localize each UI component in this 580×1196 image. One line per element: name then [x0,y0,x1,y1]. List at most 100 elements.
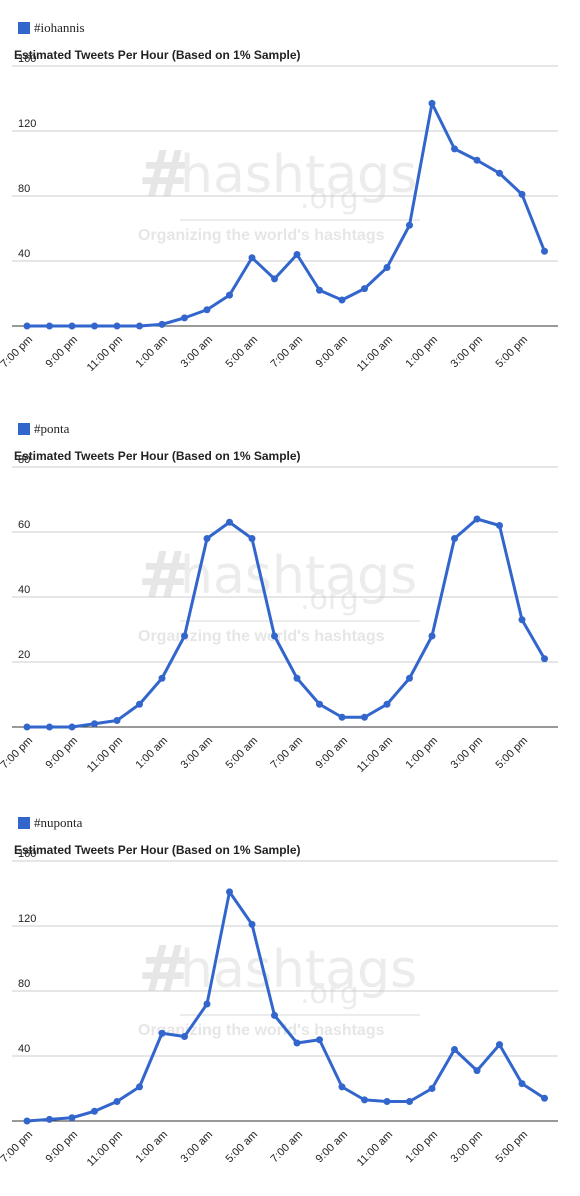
data-point [316,1036,323,1044]
data-point [428,99,436,107]
legend-label: #ponta [34,421,70,436]
data-point [316,700,323,708]
data-point [46,322,53,330]
data-point [338,296,346,304]
data-point [473,1067,481,1075]
data-point [338,1083,346,1091]
x-tick-label: 3:00 pm [449,334,486,371]
watermark-hash: # [138,539,192,613]
data-point [496,169,503,177]
chart-svg: #hashtags.org Organizing the world's hash… [0,53,558,374]
legend-label: #iohannis [34,20,85,35]
data-point [541,655,548,663]
data-point [46,723,53,731]
data-point [383,264,391,271]
data-point [91,720,98,728]
watermark-tagline: Organizing the world's hashtags [138,1022,385,1039]
data-point [293,251,301,258]
x-tick-label: 9:00 am [314,1129,351,1166]
watermark-org: .org [300,976,359,1011]
data-point [248,920,256,928]
legend-swatch [18,423,30,435]
data-point [203,1000,211,1008]
data-point [23,1117,31,1125]
data-point [68,1114,76,1122]
data-point [361,713,368,721]
legend-swatch [18,22,30,34]
data-point [91,1107,98,1115]
x-tick-label: 11:00 am [355,334,395,374]
data-point [338,713,346,721]
data-point [158,320,166,328]
x-tick-label: 11:00 pm [85,334,125,374]
series-line [27,101,546,328]
watermark-org: .org [300,582,359,617]
x-tick-label: 3:00 am [179,1129,216,1166]
data-point [361,1096,368,1104]
data-point [428,632,436,640]
data-point [406,221,413,229]
data-point [406,674,413,682]
chart-title: Estimated Tweets Per Hour (Based on 1% S… [14,48,301,62]
chart-panel-iohannis: # hashtags .org Organizing the world's hash… [0,0,580,395]
y-tick-label: 80 [18,454,30,466]
y-tick-label: 160 [18,53,36,65]
series-line [26,890,546,1123]
watermark-tagline: Organizing the world's hashtags [138,227,385,244]
y-tick-label: 40 [18,1043,30,1055]
data-point [248,535,256,542]
y-tick-label: 80 [18,183,30,195]
data-point [271,632,278,640]
chart-title: Estimated Tweets Per Hour (Based on 1% S… [14,449,301,463]
watermark: #hashtags.org Organizing the world's hash… [138,539,420,645]
data-point [518,1080,526,1088]
data-point [113,322,121,330]
data-point [518,190,526,198]
data-point [541,1094,548,1102]
x-tick-label: 5:00 am [224,334,261,371]
x-tick-label: 3:00 am [179,334,216,371]
data-point [248,254,256,262]
x-tick-label: 11:00 am [355,735,395,775]
x-tick-label: 5:00 pm [494,334,531,371]
x-tick-label: 3:00 pm [449,1129,486,1166]
data-point [271,275,278,283]
data-point [473,156,481,164]
y-tick-label: 120 [18,913,36,925]
x-tick-label: 7:00 am [269,334,306,371]
legend-label: #nuponta [34,815,83,830]
x-tick-label: 1:00 pm [404,735,441,772]
y-tick-label: 20 [18,649,30,661]
x-tick-label: 11:00 pm [85,735,125,775]
y-tick-label: 40 [18,248,30,260]
x-tick-label: 5:00 pm [494,1129,531,1166]
y-tick-label: 60 [18,519,30,531]
data-point [203,306,211,314]
x-tick-label: 1:00 am [134,334,171,371]
chart-svg: #hashtags.org Organizing the world's hash… [0,454,558,775]
x-tick-label: 9:00 pm [44,334,81,371]
data-point [518,616,526,624]
x-tick-label: 1:00 pm [404,1129,441,1166]
chart-svg: #hashtags.org Organizing the world's hash… [0,848,558,1169]
data-point [181,1033,188,1040]
data-point [451,1046,458,1053]
watermark-brand: hashtags [180,546,417,606]
data-point [158,1029,166,1037]
data-point [226,291,233,299]
data-point [451,145,458,153]
x-tick-label: 7:00 pm [0,334,35,371]
watermark: #hashtags.org Organizing the world's hash… [138,138,420,244]
data-point [496,522,503,529]
data-point [316,286,323,294]
watermark-brand: hashtags [180,940,417,1000]
data-point [136,1083,143,1091]
x-tick-label: 9:00 pm [44,735,81,772]
data-point [181,314,188,322]
watermark-hash: # [138,933,192,1007]
x-tick-label: 11:00 pm [85,1129,125,1169]
data-point [473,515,481,523]
chart-panel-ponta: # hashtags .org Organizing the world's hash… [0,401,580,796]
data-point [271,1011,278,1019]
legend: #iohannis [18,20,85,36]
